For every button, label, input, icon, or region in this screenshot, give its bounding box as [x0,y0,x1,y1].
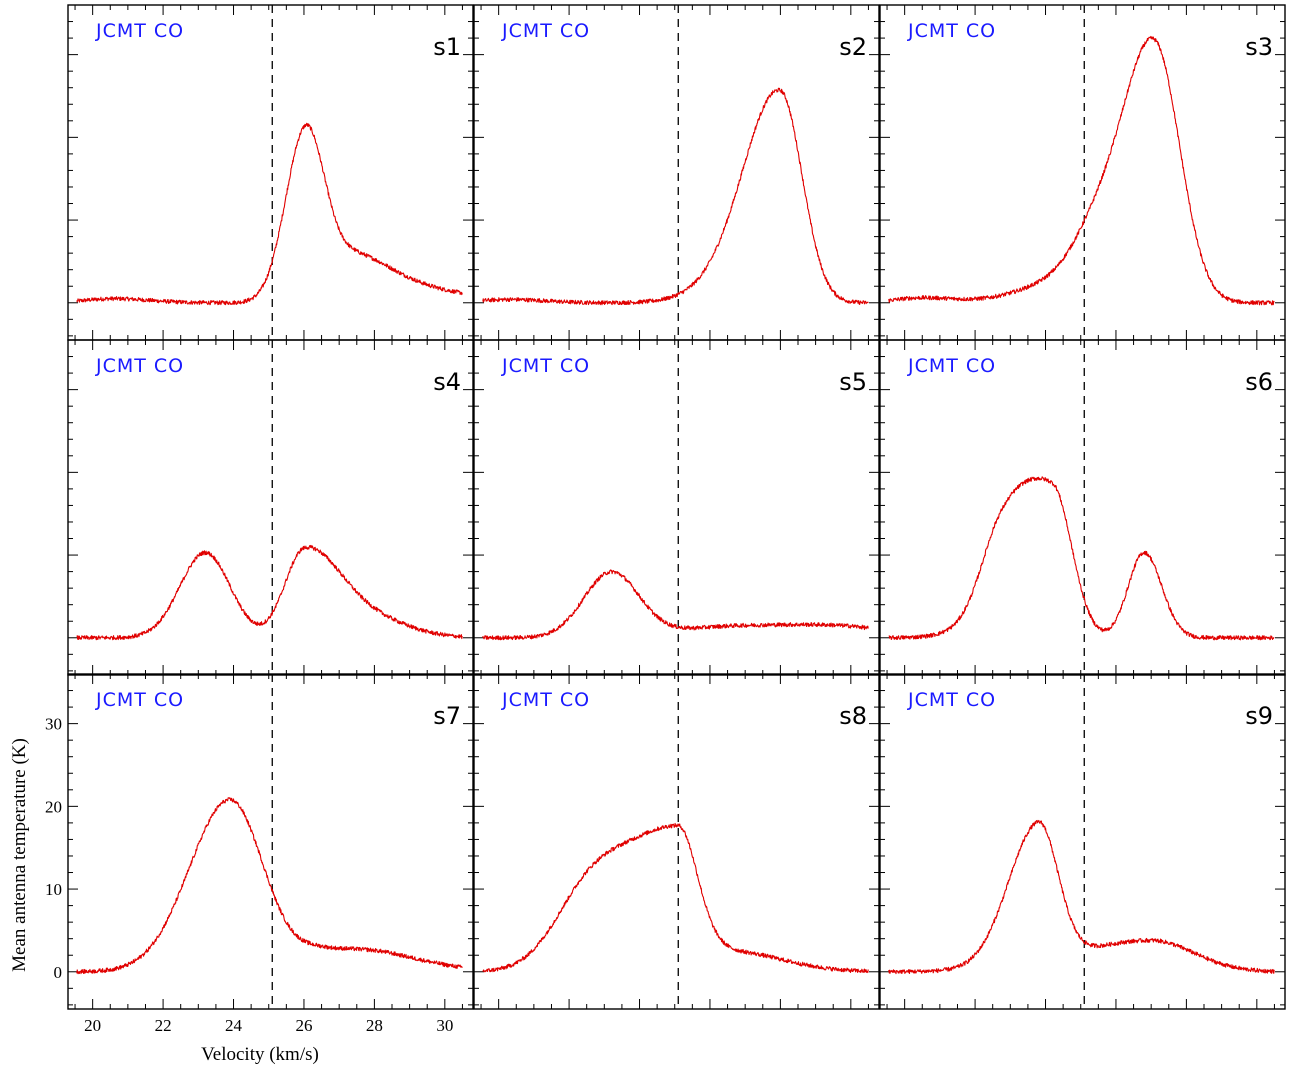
panel-label: s6 [1245,368,1273,396]
y-axis-label: Mean antenna temperature (K) [9,738,30,972]
panel-s8: JCMT CO s8 [473,673,880,1010]
panel-s5: JCMT CO s5 [473,339,880,676]
instrument-label: JCMT CO [95,689,184,711]
x-tick-label: 28 [366,1016,383,1035]
spectrum-line-s1 [76,122,463,306]
panel-label: s5 [839,368,867,396]
panel-label: s9 [1245,702,1273,730]
panel-s2: JCMT CO s2 [473,4,880,341]
panel-frame [67,673,474,1010]
x-tick-label: 22 [155,1016,172,1035]
spectrum-line-s8 [482,822,869,974]
panel-frame [879,339,1286,676]
instrument-label: JCMT CO [501,355,590,377]
panel-s4: JCMT CO s4 [67,339,474,676]
x-tick-label: 20 [84,1016,101,1035]
y-tick-label: 20 [45,797,62,816]
panel-frame [67,4,474,341]
y-tick-label: 0 [54,963,63,982]
panel-label: s1 [433,33,461,61]
panel-frame [473,673,880,1010]
panel-s6: JCMT CO s6 [879,339,1286,676]
spectrum-line-s5 [482,569,869,641]
x-tick-label: 26 [295,1016,312,1035]
panel-s9: JCMT CO s9 [879,673,1286,1010]
spectrum-line-s6 [888,476,1275,641]
instrument-label: JCMT CO [907,20,996,42]
x-tick-label: 24 [225,1016,243,1035]
x-axis-label: Velocity (km/s) [201,1044,319,1065]
y-tick-label: 30 [45,715,62,734]
panel-label: s4 [433,368,461,396]
panel-s7: 20 22 24 26 28 30 0 10 20 30 JCMT CO s7 [45,673,474,1035]
spectrum-line-s9 [888,819,1275,975]
panel-label: s7 [433,702,461,730]
panel-label: s3 [1245,33,1273,61]
panel-frame [67,339,474,676]
spectrum-line-s3 [888,35,1275,306]
panel-frame [473,339,880,676]
instrument-label: JCMT CO [907,689,996,711]
panel-s1: JCMT CO s1 [67,4,474,341]
instrument-label: JCMT CO [501,689,590,711]
spectrum-line-s2 [482,87,869,306]
spectrum-line-s7 [76,797,463,975]
panel-frame [879,673,1286,1010]
spectrum-line-s4 [76,544,463,641]
panel-frame [473,4,880,341]
y-tick-label: 10 [45,880,62,899]
panel-frame [879,4,1286,341]
instrument-label: JCMT CO [95,355,184,377]
panel-s3: JCMT CO s3 [879,4,1286,341]
instrument-label: JCMT CO [907,355,996,377]
panel-label: s2 [839,33,867,61]
instrument-label: JCMT CO [95,20,184,42]
x-tick-label: 30 [436,1016,453,1035]
panel-label: s8 [839,702,867,730]
instrument-label: JCMT CO [501,20,590,42]
